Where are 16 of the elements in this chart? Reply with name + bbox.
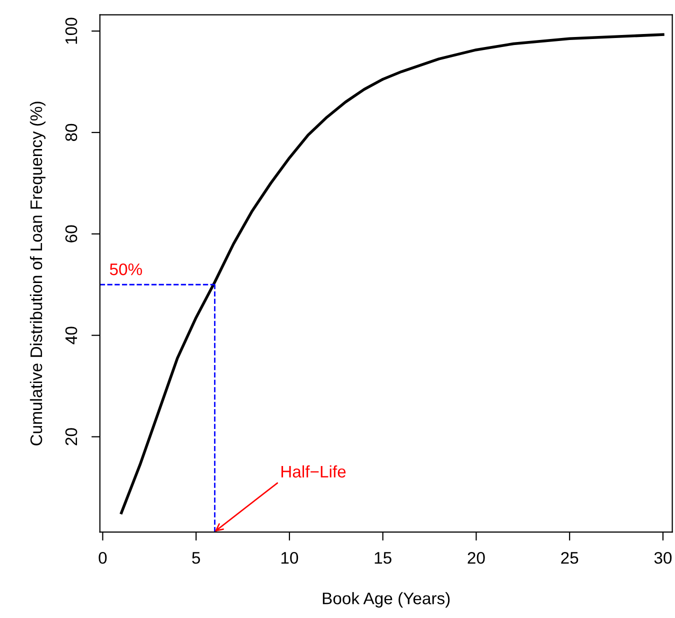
y-tick-label: 20 [65, 428, 78, 446]
y-tick-label: 80 [65, 124, 78, 142]
y-tick-label: 60 [65, 225, 78, 242]
x-tick-label: 5 [192, 552, 200, 564]
x-tick-label: 20 [468, 552, 485, 564]
annotation: Half−Life [281, 465, 346, 478]
x-tick-label: 0 [98, 552, 107, 564]
x-tick-label: 15 [374, 552, 392, 564]
ref-line-label: 50% [110, 263, 142, 276]
y-axis-title: Cumulative Distribution of Loan Frequency (%) [30, 102, 46, 446]
x-tick-label: 25 [561, 552, 578, 564]
y-tick-label: 40 [65, 326, 78, 344]
x-axis-title: Book Age (Years) [322, 592, 450, 608]
x-tick-label: 30 [654, 552, 672, 564]
x-tick-label: 10 [281, 552, 298, 564]
y-tick-label: 100 [65, 18, 78, 44]
